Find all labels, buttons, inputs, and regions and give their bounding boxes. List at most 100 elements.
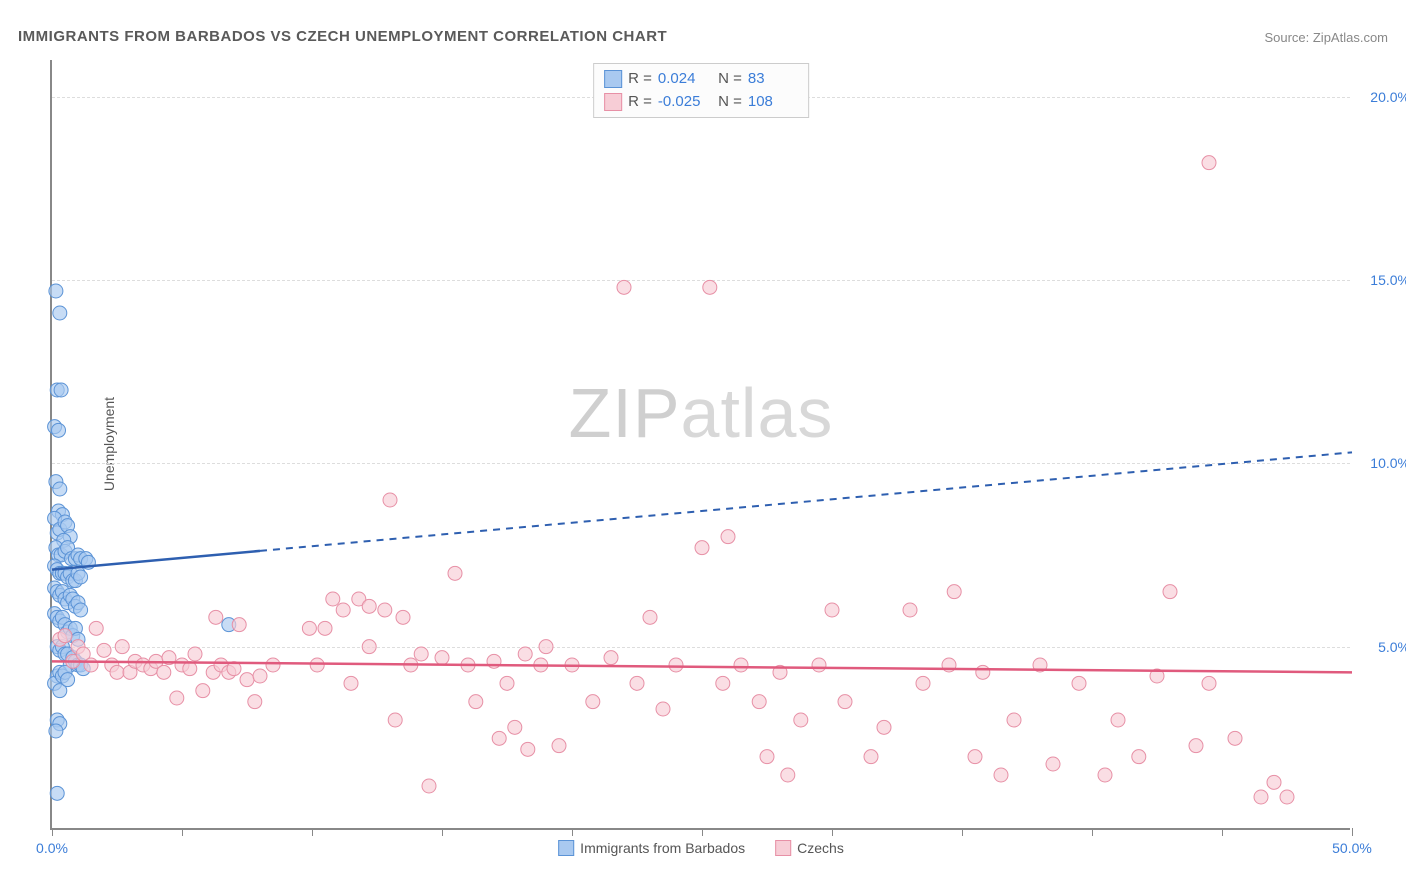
scatter-point [1111, 713, 1125, 727]
scatter-point [58, 629, 72, 643]
scatter-point [916, 676, 930, 690]
scatter-point [812, 658, 826, 672]
scatter-point [669, 658, 683, 672]
scatter-point [110, 665, 124, 679]
scatter-point [253, 669, 267, 683]
scatter-point [656, 702, 670, 716]
scatter-point [1267, 775, 1281, 789]
scatter-point [53, 306, 67, 320]
scatter-point [383, 493, 397, 507]
scatter-point [240, 673, 254, 687]
scatter-point [318, 621, 332, 635]
scatter-point [74, 603, 88, 617]
legend-row-2: R = -0.025 N = 108 [604, 91, 798, 114]
scatter-point [50, 786, 64, 800]
legend-r-value-2: -0.025 [658, 91, 708, 114]
legend-r-label-2: R = [628, 91, 652, 114]
scatter-point [838, 695, 852, 709]
scatter-point [378, 603, 392, 617]
scatter-point [643, 610, 657, 624]
scatter-point [49, 284, 63, 298]
scatter-point [344, 676, 358, 690]
x-tick [1092, 828, 1093, 836]
scatter-point [52, 423, 66, 437]
scatter-point [1007, 713, 1021, 727]
scatter-point [1046, 757, 1060, 771]
scatter-point [1254, 790, 1268, 804]
chart-title: IMMIGRANTS FROM BARBADOS VS CZECH UNEMPL… [18, 28, 667, 45]
scatter-point [157, 665, 171, 679]
x-tick [702, 828, 703, 836]
scatter-point [1163, 585, 1177, 599]
y-tick-label: 5.0% [1355, 639, 1406, 655]
trend-line-solid [52, 661, 1352, 672]
scatter-point [877, 720, 891, 734]
x-tick-label: 0.0% [36, 840, 68, 856]
scatter-point [1098, 768, 1112, 782]
scatter-point [617, 280, 631, 294]
y-tick-label: 15.0% [1355, 272, 1406, 288]
x-tick [962, 828, 963, 836]
correlation-legend: R = 0.024 N = 83 R = -0.025 N = 108 [593, 63, 809, 118]
chart-svg [52, 60, 1350, 828]
scatter-point [61, 673, 75, 687]
legend-r-value-1: 0.024 [658, 68, 708, 91]
bottom-legend-label: Czechs [797, 840, 844, 856]
scatter-point [968, 750, 982, 764]
scatter-point [188, 647, 202, 661]
bottom-legend-label: Immigrants from Barbados [580, 840, 745, 856]
bottom-legend-item: Czechs [775, 840, 844, 856]
legend-n-value-2: 108 [748, 91, 798, 114]
x-tick [832, 828, 833, 836]
legend-swatch-1 [604, 70, 622, 88]
scatter-point [716, 676, 730, 690]
scatter-point [84, 658, 98, 672]
scatter-point [781, 768, 795, 782]
scatter-point [336, 603, 350, 617]
legend-swatch-2 [604, 93, 622, 111]
scatter-point [435, 651, 449, 665]
scatter-point [54, 383, 68, 397]
scatter-point [310, 658, 324, 672]
x-tick [442, 828, 443, 836]
scatter-point [500, 676, 514, 690]
scatter-point [1189, 739, 1203, 753]
scatter-point [1132, 750, 1146, 764]
scatter-point [232, 618, 246, 632]
x-tick [52, 828, 53, 836]
scatter-point [388, 713, 402, 727]
scatter-point [422, 779, 436, 793]
scatter-point [469, 695, 483, 709]
x-tick-label: 50.0% [1332, 840, 1372, 856]
bottom-legend-swatch [775, 840, 791, 856]
scatter-point [414, 647, 428, 661]
scatter-point [695, 541, 709, 555]
scatter-point [760, 750, 774, 764]
scatter-point [97, 643, 111, 657]
scatter-point [794, 713, 808, 727]
scatter-point [586, 695, 600, 709]
scatter-point [248, 695, 262, 709]
bottom-legend: Immigrants from Barbados Czechs [558, 840, 844, 856]
legend-n-value-1: 83 [748, 68, 798, 91]
scatter-point [604, 651, 618, 665]
scatter-point [825, 603, 839, 617]
scatter-point [49, 724, 63, 738]
legend-n-label-2: N = [714, 91, 742, 114]
scatter-point [89, 621, 103, 635]
y-tick-label: 10.0% [1355, 455, 1406, 471]
scatter-point [539, 640, 553, 654]
scatter-point [552, 739, 566, 753]
scatter-point [947, 585, 961, 599]
source-attribution: Source: ZipAtlas.com [1264, 30, 1388, 45]
scatter-point [266, 658, 280, 672]
scatter-point [1202, 156, 1216, 170]
scatter-point [302, 621, 316, 635]
scatter-point [752, 695, 766, 709]
x-tick [312, 828, 313, 836]
scatter-point [903, 603, 917, 617]
x-tick [182, 828, 183, 836]
bottom-legend-item: Immigrants from Barbados [558, 840, 745, 856]
scatter-point [53, 482, 67, 496]
scatter-point [326, 592, 340, 606]
